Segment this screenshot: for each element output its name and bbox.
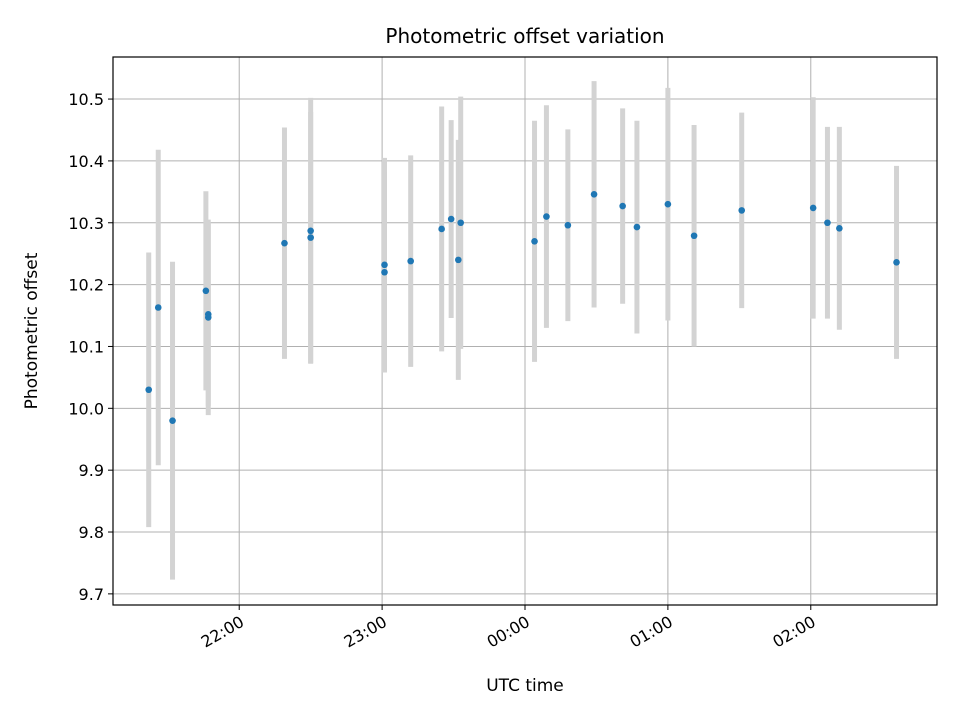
data-point [447,215,455,223]
y-tick-label: 9.9 [79,461,104,480]
y-tick-label: 9.8 [79,523,104,542]
data-point [633,223,641,231]
data-point [307,227,314,235]
x-axis-title: UTC time [486,676,564,696]
data-point [457,219,464,227]
data-point [543,213,550,220]
data-point [619,202,626,210]
y-tick-label: 10.4 [68,152,104,171]
data-point [204,314,212,321]
data-point [202,287,210,295]
data-point [690,232,698,240]
data-point [824,219,831,227]
data-point [809,204,817,212]
data-point [381,261,388,269]
data-point [590,191,598,198]
data-point [438,225,445,233]
data-point [455,256,462,264]
data-point [407,257,414,265]
data-point [169,417,176,424]
data-point [738,207,746,214]
data-point [381,268,388,276]
data-point [281,239,288,247]
y-axis-title: Photometric offset [22,252,42,409]
data-point [836,225,843,232]
data-point [564,221,572,229]
data-point [893,259,900,266]
data-point [145,386,153,394]
grid-lines [113,57,937,605]
y-tick-label: 10.0 [68,399,104,418]
y-tick-label: 10.5 [68,90,104,109]
data-points [145,191,900,424]
y-tick-label: 10.3 [68,214,104,233]
y-tick-label: 10.1 [68,337,104,356]
y-tick-label: 10.2 [68,276,104,295]
data-point [307,234,314,241]
data-point [531,238,538,245]
y-tick-label: 9.7 [79,585,104,604]
data-point [664,200,672,208]
data-point [154,304,162,311]
chart-title: Photometric offset variation [385,24,664,48]
